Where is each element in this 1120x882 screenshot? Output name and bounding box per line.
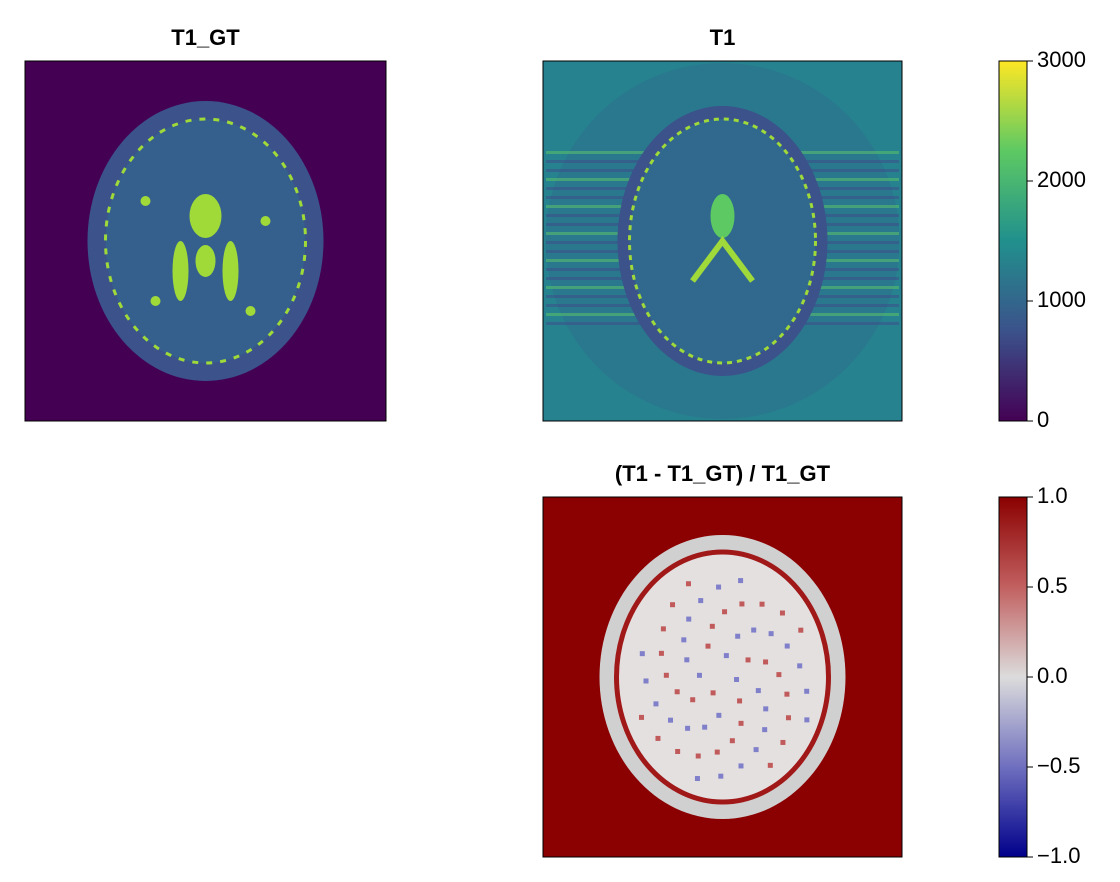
- speck: [751, 627, 757, 633]
- speck: [668, 717, 674, 723]
- speck: [702, 724, 708, 730]
- speck: [759, 601, 765, 607]
- colorbar-tick-label: −1.0: [1037, 843, 1080, 868]
- speck: [798, 627, 804, 633]
- heatmap-frame: [24, 60, 387, 422]
- speck: [694, 776, 700, 782]
- speck: [660, 626, 666, 632]
- speck: [737, 698, 743, 704]
- speck: [785, 715, 791, 721]
- speck: [685, 581, 691, 587]
- speck: [639, 714, 645, 720]
- heatmap-frame: [542, 496, 903, 858]
- speck: [686, 616, 692, 622]
- spot: [222, 241, 239, 301]
- speck: [779, 610, 785, 616]
- speck: [643, 678, 649, 684]
- spot: [245, 306, 256, 316]
- spot: [150, 296, 161, 306]
- spot: [260, 216, 271, 226]
- speck: [674, 689, 680, 695]
- speck: [675, 748, 681, 754]
- speck: [739, 601, 745, 607]
- colorbar-tick-label: 0.0: [1037, 663, 1068, 688]
- speck: [734, 677, 740, 682]
- colorbar-tick-label: 3000: [1037, 47, 1086, 72]
- speck: [685, 725, 691, 731]
- speck: [804, 688, 810, 694]
- speck: [755, 688, 761, 694]
- speck: [784, 691, 790, 697]
- colorbar-tick-label: −0.5: [1037, 753, 1080, 778]
- speck: [722, 609, 728, 615]
- speck: [698, 598, 704, 604]
- panel-title: T1_GT: [171, 25, 240, 50]
- colorbar: [998, 60, 1028, 422]
- speck: [658, 650, 664, 656]
- speck: [767, 762, 773, 768]
- speck: [745, 657, 751, 663]
- speck: [714, 749, 720, 755]
- speck: [690, 697, 696, 703]
- speck: [735, 633, 741, 639]
- heatmap-frame: [542, 60, 903, 422]
- speck: [639, 651, 645, 657]
- speck: [709, 623, 715, 629]
- spot: [140, 196, 151, 206]
- speck: [753, 747, 759, 753]
- brain: [104, 117, 307, 365]
- speck: [738, 763, 744, 769]
- speck: [716, 712, 722, 718]
- speck: [797, 663, 803, 669]
- speck: [710, 690, 716, 696]
- speck: [768, 631, 774, 637]
- colorbar-tick-label: 1.0: [1037, 483, 1068, 508]
- spot: [172, 241, 189, 301]
- speck: [723, 653, 729, 659]
- spot: [189, 194, 222, 238]
- speck: [695, 753, 701, 759]
- colorbar-tick-label: 0.5: [1037, 573, 1068, 598]
- colorbar: [998, 496, 1028, 858]
- rim: [614, 549, 831, 805]
- speck: [762, 727, 768, 733]
- speck: [763, 659, 769, 665]
- colorbar-tick-label: 0: [1037, 407, 1049, 432]
- speck: [776, 672, 782, 678]
- speck: [655, 735, 661, 741]
- speck: [804, 717, 810, 723]
- speck: [670, 602, 676, 608]
- speck: [718, 773, 724, 779]
- speck: [784, 643, 790, 649]
- panel-title: (T1 - T1_GT) / T1_GT: [615, 461, 831, 486]
- spot: [195, 245, 216, 277]
- speck: [705, 643, 711, 649]
- speck: [780, 739, 786, 745]
- speck: [729, 738, 735, 744]
- panel-title: T1: [710, 25, 736, 50]
- speck: [684, 657, 690, 663]
- speck: [738, 720, 744, 726]
- speck: [696, 672, 702, 678]
- spot: [710, 194, 735, 238]
- ventricle: [690, 236, 755, 283]
- speck: [738, 578, 744, 584]
- speck: [681, 637, 687, 643]
- colorbar-tick-label: 2000: [1037, 167, 1086, 192]
- speck: [653, 701, 659, 707]
- speck: [716, 584, 722, 590]
- speck: [663, 672, 669, 678]
- colorbar-tick-label: 1000: [1037, 287, 1086, 312]
- speck: [763, 706, 769, 712]
